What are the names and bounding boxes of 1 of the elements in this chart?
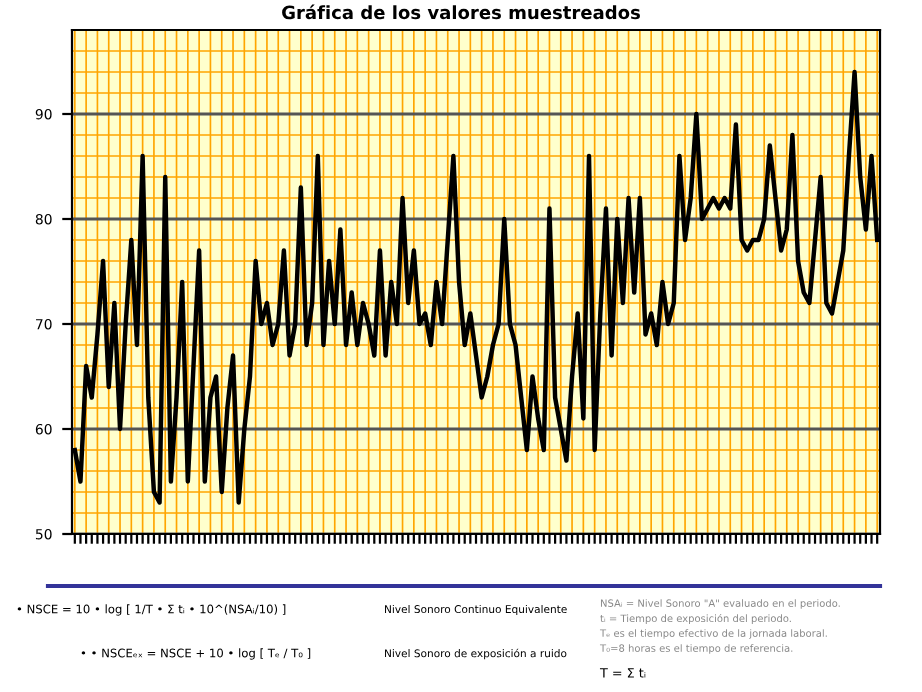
chart-title: Gráfica de los valores muestreados xyxy=(282,4,640,20)
